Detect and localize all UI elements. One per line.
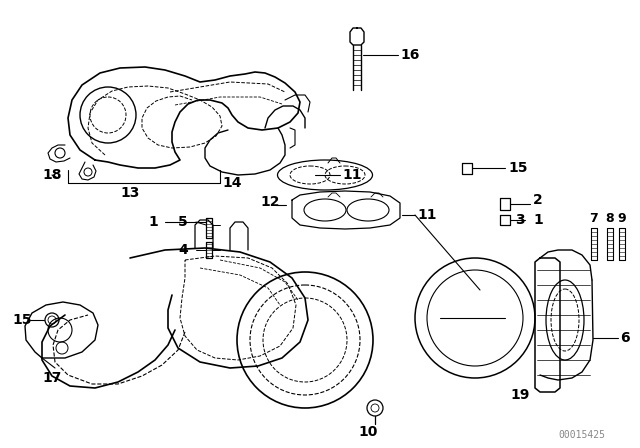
Text: 12: 12 xyxy=(260,195,280,209)
Text: 00015425: 00015425 xyxy=(558,430,605,440)
Text: 3: 3 xyxy=(515,213,525,227)
Text: 5: 5 xyxy=(178,215,188,229)
Text: 1: 1 xyxy=(148,215,157,229)
Text: 17: 17 xyxy=(42,371,61,385)
Text: 2: 2 xyxy=(533,193,543,207)
Text: 15: 15 xyxy=(508,161,527,175)
Text: 18: 18 xyxy=(42,168,61,182)
Text: 14: 14 xyxy=(222,176,241,190)
Text: 10: 10 xyxy=(358,425,378,439)
Text: 9: 9 xyxy=(618,211,627,224)
Text: 16: 16 xyxy=(400,48,419,62)
Text: 11: 11 xyxy=(417,208,436,222)
Text: 7: 7 xyxy=(589,211,598,224)
Text: 6: 6 xyxy=(620,331,630,345)
Text: 11: 11 xyxy=(342,168,362,182)
Text: 19: 19 xyxy=(510,388,529,402)
Text: 13: 13 xyxy=(120,186,140,200)
Text: 8: 8 xyxy=(605,211,614,224)
Text: 15: 15 xyxy=(12,313,31,327)
Text: 1: 1 xyxy=(533,213,543,227)
Text: 4: 4 xyxy=(178,243,188,257)
